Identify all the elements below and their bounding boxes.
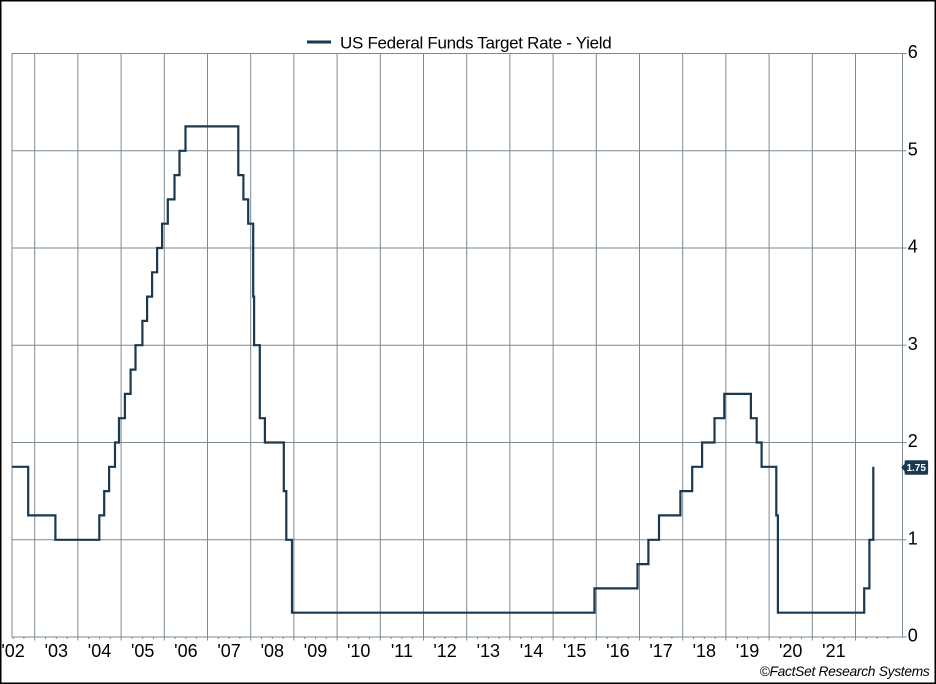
svg-text:6: 6 [908,42,918,62]
svg-text:'05: '05 [131,641,154,661]
svg-text:2: 2 [908,431,918,451]
svg-text:'07: '07 [217,641,240,661]
svg-text:'19: '19 [736,641,759,661]
svg-text:US Federal Funds Target Rate -: US Federal Funds Target Rate - Yield [340,34,611,53]
svg-text:'21: '21 [822,641,845,661]
svg-text:'04: '04 [88,641,111,661]
svg-text:1.75: 1.75 [906,463,926,474]
svg-text:'09: '09 [304,641,327,661]
svg-text:4: 4 [908,237,918,257]
svg-text:'06: '06 [174,641,197,661]
svg-text:5: 5 [908,139,918,159]
svg-text:'15: '15 [563,641,586,661]
svg-text:'18: '18 [693,641,716,661]
svg-text:'08: '08 [261,641,284,661]
svg-text:'16: '16 [606,641,629,661]
svg-text:'10: '10 [347,641,370,661]
svg-text:'17: '17 [649,641,672,661]
svg-text:'20: '20 [779,641,802,661]
svg-text:'02: '02 [1,641,24,661]
svg-text:3: 3 [908,334,918,354]
svg-text:'12: '12 [433,641,456,661]
svg-text:'14: '14 [520,641,543,661]
svg-text:0: 0 [908,626,918,646]
svg-text:1: 1 [908,528,918,548]
svg-text:©FactSet Research Systems: ©FactSet Research Systems [760,664,930,679]
svg-text:'11: '11 [391,641,413,661]
svg-text:'13: '13 [477,641,500,661]
svg-text:'03: '03 [45,641,68,661]
